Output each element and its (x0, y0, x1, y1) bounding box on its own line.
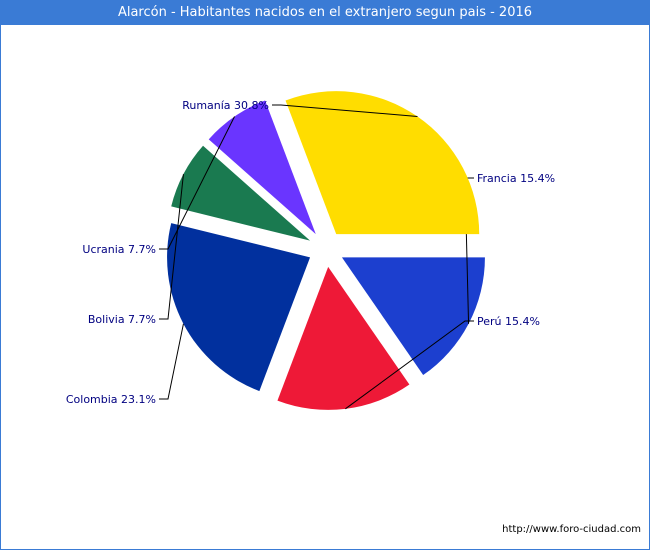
leader-line-colombia (159, 323, 184, 400)
source-link[interactable]: http://www.foro-ciudad.com (502, 524, 641, 535)
pie-slice-ucrania (208, 100, 316, 235)
slice-label-rumanía: Rumanía 30.8% (182, 99, 269, 112)
leader-line-bolivia (159, 174, 184, 320)
leader-line-perú (345, 320, 474, 410)
slice-label-bolivia: Bolivia 7.7% (88, 313, 156, 326)
pie-slice-perú (277, 266, 410, 410)
slice-label-perú: Perú 15.4% (477, 315, 540, 328)
leader-line-rumanía (272, 104, 418, 117)
chart-title: Alarcón - Habitantes nacidos en el extra… (1, 1, 649, 25)
leader-line-ucrania (159, 116, 235, 250)
slice-label-francia: Francia 15.4% (477, 172, 555, 185)
pie-slice-rumanía (285, 91, 480, 235)
slice-label-colombia: Colombia 23.1% (66, 393, 156, 406)
pie-slice-colombia (167, 223, 311, 392)
pie-slice-francia (341, 257, 485, 376)
slice-label-ucrania: Ucrania 7.7% (82, 243, 156, 256)
pie-slice-bolivia (171, 145, 311, 241)
